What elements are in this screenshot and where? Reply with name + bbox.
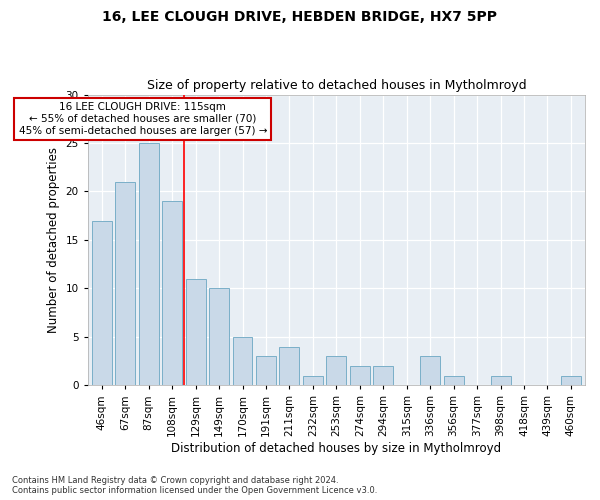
Text: 16, LEE CLOUGH DRIVE, HEBDEN BRIDGE, HX7 5PP: 16, LEE CLOUGH DRIVE, HEBDEN BRIDGE, HX7… — [103, 10, 497, 24]
X-axis label: Distribution of detached houses by size in Mytholmroyd: Distribution of detached houses by size … — [171, 442, 502, 455]
Bar — [256, 356, 276, 386]
Title: Size of property relative to detached houses in Mytholmroyd: Size of property relative to detached ho… — [146, 79, 526, 92]
Bar — [115, 182, 135, 386]
Bar — [185, 278, 206, 386]
Bar — [162, 201, 182, 386]
Bar — [233, 337, 253, 386]
Bar — [373, 366, 393, 386]
Bar — [443, 376, 464, 386]
Y-axis label: Number of detached properties: Number of detached properties — [47, 147, 60, 333]
Bar — [561, 376, 581, 386]
Bar — [326, 356, 346, 386]
Bar — [209, 288, 229, 386]
Bar — [491, 376, 511, 386]
Bar — [303, 376, 323, 386]
Bar — [280, 346, 299, 386]
Bar — [92, 220, 112, 386]
Text: 16 LEE CLOUGH DRIVE: 115sqm
← 55% of detached houses are smaller (70)
45% of sem: 16 LEE CLOUGH DRIVE: 115sqm ← 55% of det… — [19, 102, 267, 136]
Bar — [139, 143, 158, 386]
Bar — [420, 356, 440, 386]
Bar — [350, 366, 370, 386]
Text: Contains HM Land Registry data © Crown copyright and database right 2024.
Contai: Contains HM Land Registry data © Crown c… — [12, 476, 377, 495]
